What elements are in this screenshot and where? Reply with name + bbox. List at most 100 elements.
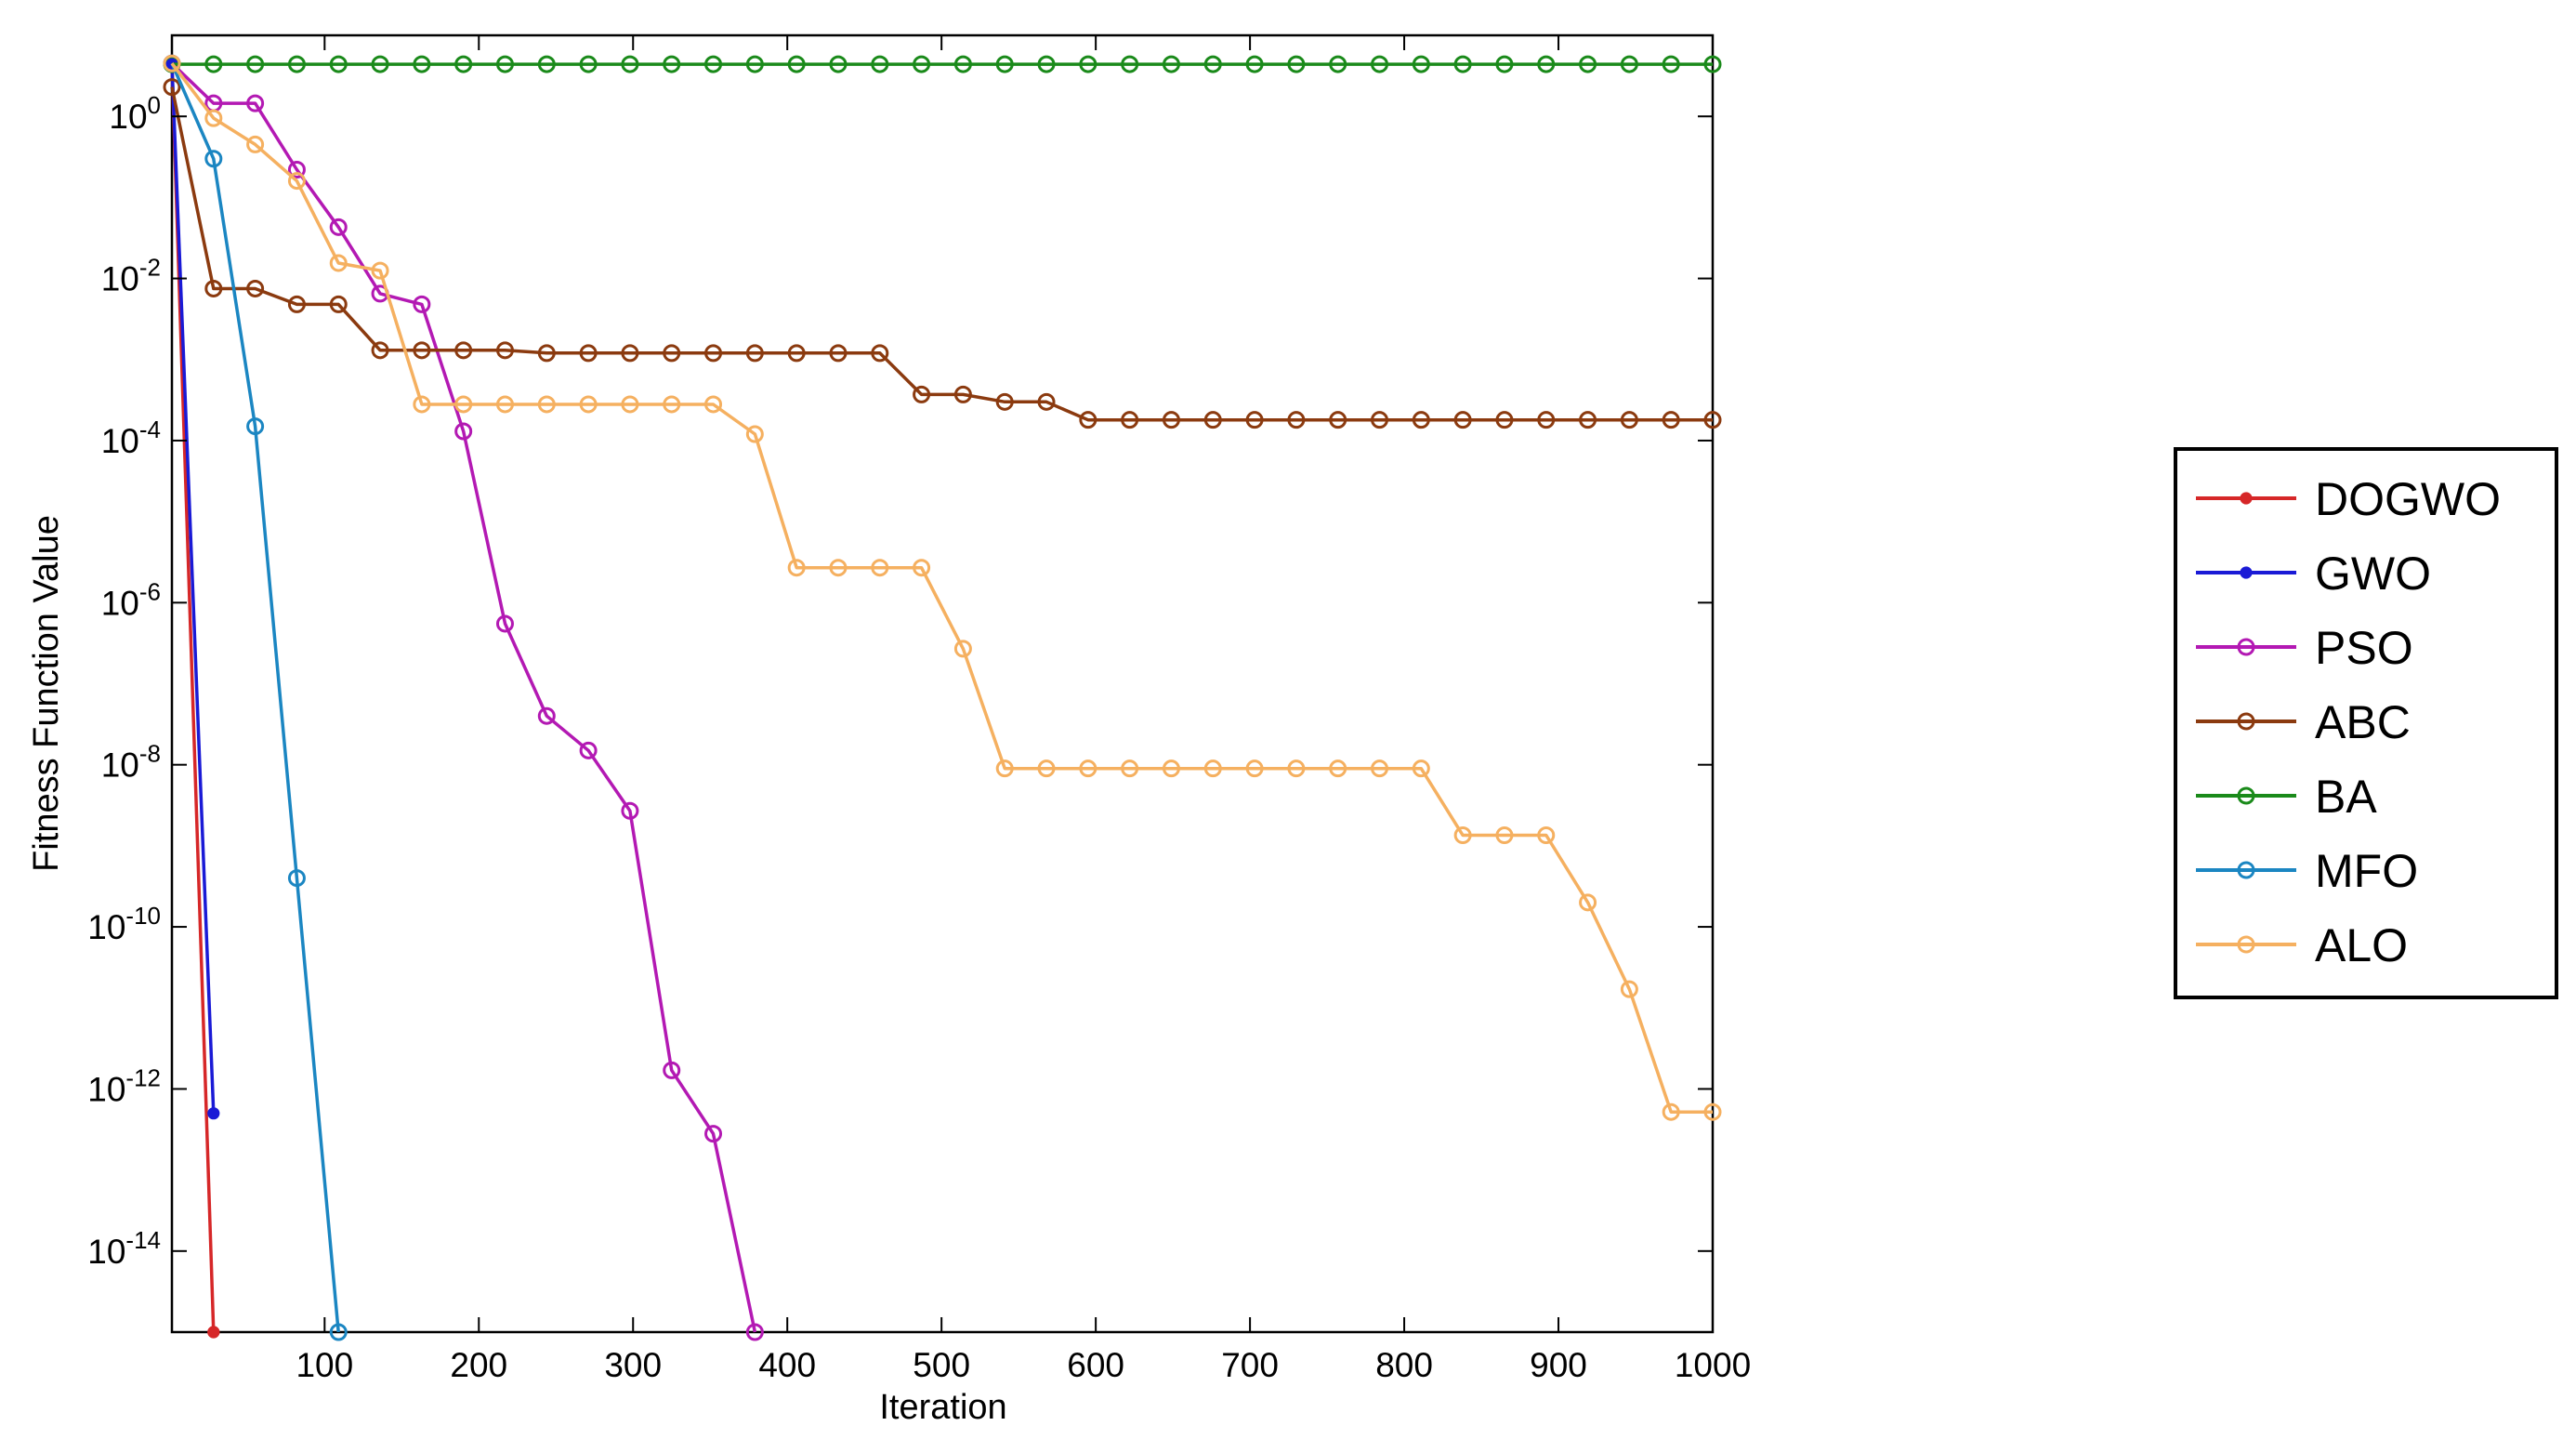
data-point <box>2237 638 2255 656</box>
legend-label: MFO <box>2315 845 2418 897</box>
data-point <box>953 640 972 658</box>
data-point <box>1287 759 1306 778</box>
plot-frame <box>170 33 1715 1334</box>
data-point <box>1079 759 1097 778</box>
legend-item-abc: ABC <box>2196 696 2411 748</box>
series-line <box>170 62 340 1333</box>
data-point <box>871 344 889 363</box>
data-point <box>1245 55 1264 73</box>
y-tick-label: 10-4 <box>101 416 161 460</box>
data-point <box>329 254 348 272</box>
series-ba <box>163 55 1722 73</box>
data-point <box>1287 411 1306 429</box>
data-point <box>787 344 806 363</box>
data-point <box>371 261 389 280</box>
data-point <box>745 55 764 73</box>
series-line <box>170 63 216 1114</box>
data-point <box>1703 1102 1722 1121</box>
data-point <box>204 150 223 168</box>
data-point <box>537 55 556 73</box>
legend-item-dogwo: DOGWO <box>2196 473 2501 525</box>
data-point <box>704 395 723 414</box>
data-point <box>663 1061 681 1079</box>
x-tick-label: 700 <box>1221 1346 1279 1384</box>
legend-item-pso: PSO <box>2196 622 2413 674</box>
series-pso <box>163 54 764 1341</box>
x-tick-label: 900 <box>1530 1346 1587 1384</box>
data-point <box>246 279 265 297</box>
data-point <box>1537 55 1556 73</box>
data-point <box>995 55 1014 73</box>
data-point <box>579 344 598 363</box>
legend-label: ABC <box>2315 696 2411 748</box>
data-point <box>204 55 223 73</box>
data-point <box>537 395 556 414</box>
legend-label: BA <box>2315 771 2377 823</box>
x-tick-label: 500 <box>913 1346 970 1384</box>
x-tick-label: 300 <box>604 1346 662 1384</box>
data-point <box>1495 55 1514 73</box>
y-axis: 100 10-2 10-4 10-6 10-8 10-10 10-12 10-14 <box>87 91 1713 1271</box>
data-point <box>579 741 598 759</box>
data-point <box>495 341 514 360</box>
data-point <box>1203 55 1222 73</box>
data-point <box>1662 55 1680 73</box>
data-point <box>329 295 348 313</box>
y-tick-label: 100 <box>109 91 161 136</box>
data-point <box>413 395 431 414</box>
data-point <box>204 279 223 297</box>
data-point <box>1079 55 1097 73</box>
data-point <box>1703 411 1722 429</box>
data-point <box>287 172 306 191</box>
data-point <box>787 55 806 73</box>
data-point <box>1203 411 1222 429</box>
data-point <box>1121 759 1139 778</box>
data-point <box>1662 1102 1680 1121</box>
data-point <box>995 392 1014 411</box>
data-point <box>829 344 848 363</box>
data-point <box>913 55 931 73</box>
legend: DOGWO GWO PSO ABC BA MFO ALO <box>2174 447 2558 999</box>
data-point <box>621 801 639 820</box>
data-point <box>787 559 806 577</box>
data-point <box>329 55 348 73</box>
data-point <box>1662 411 1680 429</box>
data-point <box>1537 826 1556 845</box>
data-point <box>207 1326 220 1339</box>
data-point <box>1453 411 1472 429</box>
series-layer <box>163 54 1722 1341</box>
legend-item-alo: ALO <box>2196 919 2408 971</box>
data-point <box>454 395 473 414</box>
data-point <box>704 344 723 363</box>
data-point <box>1037 392 1056 411</box>
data-point <box>995 759 1014 778</box>
data-point <box>663 55 681 73</box>
data-point <box>745 1323 764 1341</box>
series-alo <box>163 54 1722 1121</box>
data-point <box>2237 712 2255 731</box>
data-point <box>413 341 431 360</box>
data-point <box>1579 893 1597 912</box>
x-axis-label: Iteration <box>879 1388 1006 1427</box>
data-point <box>163 78 181 97</box>
y-tick-label: 10-2 <box>101 254 161 298</box>
data-point <box>454 422 473 441</box>
data-point <box>621 55 639 73</box>
data-point <box>1121 411 1139 429</box>
data-point <box>953 55 972 73</box>
data-point <box>1121 55 1139 73</box>
x-tick-label: 1000 <box>1675 1346 1751 1384</box>
data-point <box>745 425 764 443</box>
data-point <box>246 55 265 73</box>
y-axis-label: Fitness Function Value <box>27 515 66 872</box>
data-point <box>246 135 265 153</box>
data-point <box>579 395 598 414</box>
data-point <box>1412 411 1430 429</box>
data-point <box>1620 411 1638 429</box>
data-point <box>579 55 598 73</box>
y-tick-label: 10-8 <box>101 740 161 785</box>
y-tick-label: 10-6 <box>101 577 161 622</box>
y-tick-label: 10-12 <box>87 1063 161 1108</box>
data-point <box>1453 55 1472 73</box>
